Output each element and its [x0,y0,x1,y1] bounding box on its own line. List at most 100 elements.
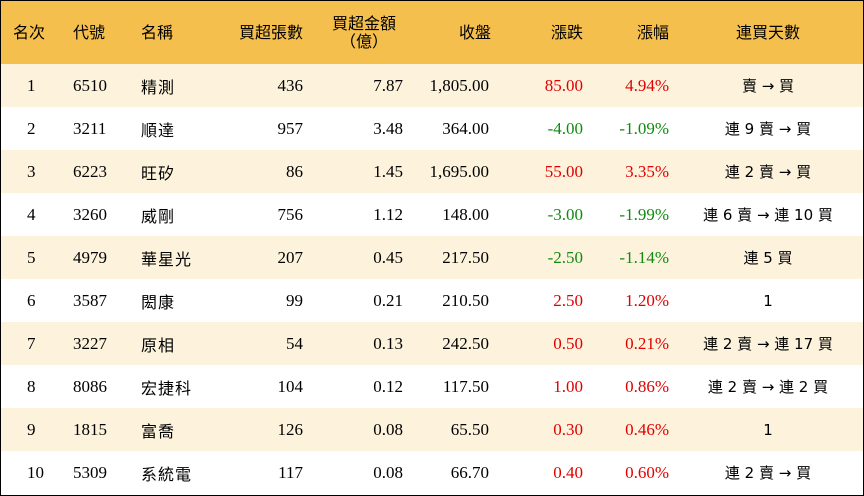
cell-lots: 126 [277,419,304,439]
table-row: 6 3587 閎康 99 0.21 210.50 2.50 1.20% 1 [1,279,863,322]
cell-lots: 99 [286,290,303,310]
cell-code: 3227 [73,333,107,353]
cell-name: 精測 [141,77,176,97]
cell-pct: -1.14% [619,247,669,267]
cell-pct: 0.21% [625,333,669,353]
cell-lots: 756 [277,204,304,224]
cell-name: 閎康 [141,292,176,312]
cell-amount: 0.08 [373,462,403,482]
header-amount-line1: 買超金額 [331,13,396,33]
table-row: 5 4979 華星光 207 0.45 217.50 -2.50 -1.14% 連 5 買 [1,236,863,279]
cell-pct: 0.46% [625,419,669,439]
cell-rank: 4 [27,204,36,224]
cell-close: 217.50 [442,247,489,267]
cell-days: 1 [763,420,773,439]
cell-code: 1815 [73,419,107,439]
cell-pct: 0.60% [625,462,669,482]
cell-close: 66.70 [450,462,489,482]
cell-rank: 3 [27,161,36,181]
cell-days: 賣 → 買 [741,77,795,95]
cell-days: 連 2 賣 → 連 2 買 [707,378,829,396]
cell-amount: 1.45 [373,161,403,181]
cell-close: 1,805.00 [429,75,490,95]
cell-code: 6223 [73,161,107,181]
cell-lots: 86 [286,161,303,181]
table-row: 10 5309 系統電 117 0.08 66.70 0.40 0.60% 連 2 賣 → 買 [1,451,863,494]
cell-amount: 0.45 [373,247,403,267]
cell-close: 148.00 [442,204,489,224]
cell-days: 連 5 買 [743,249,793,267]
table-row: 8 8086 宏捷科 104 0.12 117.50 1.00 0.86% 連 2 賣 → 連 … [1,365,863,408]
cell-name: 順達 [141,120,176,140]
cell-pct: 4.94% [625,75,669,95]
cell-name: 旺矽 [141,163,176,183]
header-days: 連買天數 [735,22,800,42]
cell-lots: 957 [277,118,304,138]
header-name: 名稱 [141,22,174,42]
cell-rank: 5 [27,247,36,267]
cell-days: 連 2 賣 → 連 17 買 [703,335,833,353]
cell-change: -2.50 [547,247,583,267]
cell-change: 55.00 [544,161,583,181]
header-code: 代號 [73,22,106,42]
cell-change: 0.30 [553,419,583,439]
cell-lots: 436 [277,75,304,95]
cell-lots: 207 [277,247,304,267]
cell-amount: 0.13 [373,333,403,353]
cell-code: 6510 [73,75,107,95]
cell-close: 1,695.00 [429,161,490,181]
cell-amount: 0.08 [373,419,403,439]
cell-days: 連 2 賣 → 買 [724,464,812,482]
cell-code: 5309 [73,462,107,482]
cell-pct: -1.99% [619,204,669,224]
cell-lots: 117 [278,462,303,482]
cell-code: 3211 [73,118,107,138]
cell-rank: 7 [27,333,36,353]
cell-rank: 6 [27,290,36,310]
cell-lots: 54 [286,333,303,353]
table-row: 7 3227 原相 54 0.13 242.50 0.50 0.21% 連 2 賣 → 連 17… [1,322,863,365]
cell-pct: -1.09% [619,118,669,138]
table-row: 2 3211 順達 957 3.48 364.00 -4.00 -1.09% 連 9 賣 → 買 [1,107,863,150]
cell-change: -4.00 [547,118,583,138]
cell-code: 4979 [73,247,107,267]
cell-rank: 2 [27,118,36,138]
header-close: 收盤 [458,22,491,42]
cell-code: 3260 [73,204,107,224]
header-rank: 名次 [13,22,46,42]
cell-pct: 1.20% [625,290,669,310]
cell-name: 威剛 [141,206,176,226]
header-amount: 買超金額 （億） [303,1,403,64]
cell-pct: 0.86% [625,376,669,396]
cell-close: 242.50 [442,333,489,353]
cell-name: 宏捷科 [141,378,193,398]
cell-days: 連 6 賣 → 連 10 買 [703,206,833,224]
cell-days: 1 [763,291,773,310]
table-row: 3 6223 旺矽 86 1.45 1,695.00 55.00 3.35% 連 2 賣 → 買 [1,150,863,193]
cell-close: 117.50 [442,376,489,396]
cell-amount: 0.21 [373,290,403,310]
cell-name: 系統電 [141,464,193,484]
cell-close: 364.00 [442,118,489,138]
table-row: 4 3260 威剛 756 1.12 148.00 -3.00 -1.99% 連 6 賣 → 連… [1,193,863,236]
cell-rank: 9 [27,419,36,439]
cell-code: 8086 [73,376,107,396]
cell-amount: 0.12 [373,376,403,396]
cell-pct: 3.35% [625,161,669,181]
cell-days: 連 9 賣 → 買 [724,120,812,138]
header-amount-line2: （億） [339,31,388,51]
cell-rank: 8 [27,376,36,396]
cell-code: 3587 [73,290,107,310]
cell-close: 210.50 [442,290,489,310]
cell-lots: 104 [277,376,304,396]
cell-name: 原相 [141,335,176,355]
cell-change: 85.00 [544,75,583,95]
cell-amount: 1.12 [373,204,403,224]
cell-change: 0.50 [553,333,583,353]
header-row: 名次 代號 名稱 買超張數 買超金額 （億） 收盤 漲跌 漲幅 連買天數 [1,1,863,64]
cell-rank: 1 [27,75,36,95]
cell-change: 0.40 [553,462,583,482]
cell-close: 65.50 [450,419,489,439]
